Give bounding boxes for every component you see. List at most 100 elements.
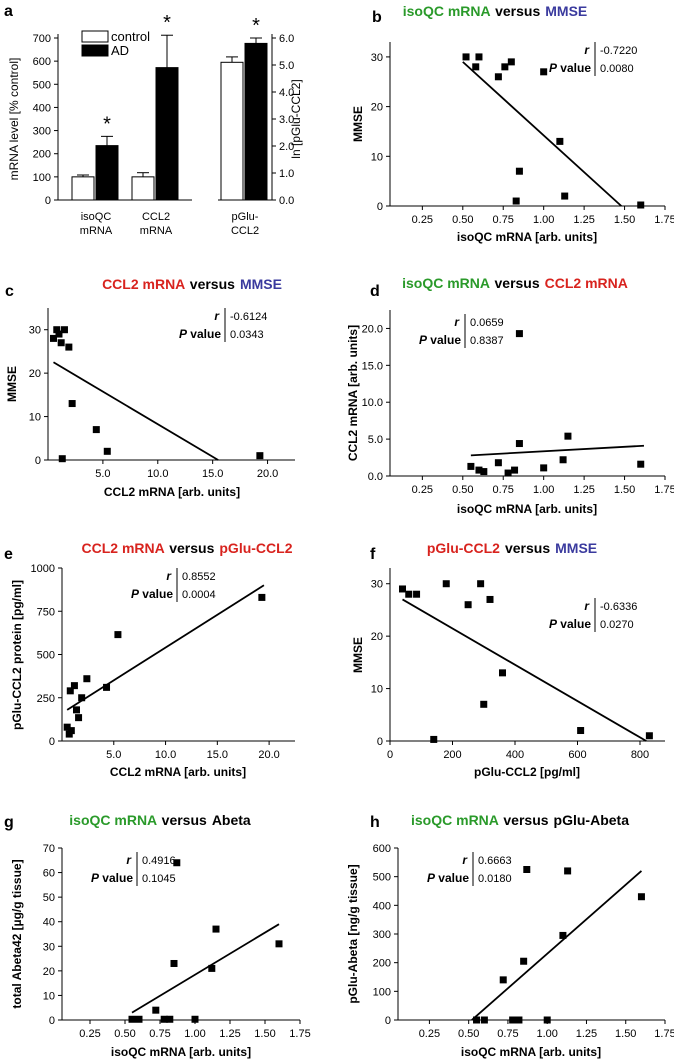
p-letter: P bbox=[179, 327, 188, 341]
b-data-point bbox=[637, 201, 645, 209]
title-part: isoQC mRNA bbox=[411, 812, 499, 828]
a-significance-star: * bbox=[252, 15, 260, 37]
e-xlabel: CCL2 mRNA [arb. units] bbox=[110, 765, 246, 779]
h-data-point bbox=[509, 1016, 517, 1024]
b-xtick-label: 0.50 bbox=[452, 214, 473, 226]
panel-f: f pGlu-CCL2 versus MMSE 0 10 20 30 0 200 400 600 800… bbox=[351, 540, 665, 779]
title-part: CCL2 mRNA bbox=[82, 540, 165, 556]
a-right-bar-control bbox=[220, 61, 244, 201]
d-xtick-label: 1.25 bbox=[573, 484, 594, 496]
a-left-ylabel: mRNA level [% control] bbox=[7, 58, 21, 181]
a-category-line: pGlu- bbox=[232, 211, 259, 223]
p-word: value bbox=[435, 871, 469, 885]
g-ytick-label: 40 bbox=[43, 917, 55, 929]
panel-h: h isoQC mRNA versus pGlu-Abeta 0 100 200 300 400… bbox=[346, 812, 674, 1059]
g-ytick-label: 50 bbox=[43, 892, 55, 904]
e-xtick-label: 15.0 bbox=[207, 749, 228, 761]
h-data-point bbox=[499, 976, 507, 984]
h-stats-p-label: P value bbox=[427, 871, 469, 885]
a-category-line: mRNA bbox=[140, 225, 173, 237]
b-data-point bbox=[462, 53, 470, 61]
a-significance-star: * bbox=[103, 113, 111, 135]
h-ytick-label: 600 bbox=[373, 843, 391, 855]
title-part: pGlu-Abeta bbox=[554, 812, 630, 828]
d-data-point bbox=[475, 466, 483, 474]
a-right-ytick-label: 3.0 bbox=[279, 114, 294, 126]
f-regression-line bbox=[402, 598, 647, 742]
e-data-point bbox=[66, 687, 74, 695]
f-xtick-label: 600 bbox=[568, 749, 586, 761]
f-data-point bbox=[430, 735, 438, 743]
e-stats-r-label: r bbox=[166, 569, 172, 583]
b-data-point bbox=[501, 63, 509, 71]
e-data-point bbox=[83, 675, 91, 683]
h-ytick-label: 500 bbox=[373, 872, 391, 884]
e-xtick-label: 10.0 bbox=[155, 749, 176, 761]
h-stats-r-value: 0.6663 bbox=[478, 855, 512, 867]
c-stats-r-value: -0.6124 bbox=[230, 311, 267, 323]
d-xlabel: isoQC mRNA [arb. units] bbox=[457, 502, 597, 516]
g-xtick-label: 1.75 bbox=[289, 1028, 310, 1040]
a-right-ytick-label: 4.0 bbox=[279, 87, 294, 99]
b-stats-p-value: 0.0080 bbox=[600, 63, 634, 75]
a-left-category-label: CCL2 mRNA bbox=[140, 211, 173, 237]
c-ytick-label: 30 bbox=[29, 325, 41, 337]
b-xtick-label: 1.50 bbox=[614, 214, 635, 226]
d-data-point bbox=[467, 462, 475, 470]
d-data-point bbox=[559, 456, 567, 464]
b-data-point bbox=[556, 137, 564, 145]
a-legend-label-control: control bbox=[111, 29, 150, 44]
panel-label-a: a bbox=[4, 3, 13, 20]
c-data-point bbox=[68, 400, 76, 408]
f-ylabel: MMSE bbox=[351, 637, 365, 673]
g-data-point bbox=[170, 959, 178, 967]
e-data-point bbox=[70, 682, 78, 690]
title-part: versus bbox=[495, 3, 540, 19]
h-xtick-label: 0.50 bbox=[458, 1028, 479, 1040]
e-data-point bbox=[75, 714, 83, 722]
b-ytick-label: 20 bbox=[371, 102, 383, 114]
a-left-ytick-label: 400 bbox=[33, 102, 51, 114]
g-data-point bbox=[135, 1015, 143, 1023]
f-data-point bbox=[499, 669, 506, 677]
panel-d-title: isoQC mRNA versus CCL2 mRNA bbox=[402, 275, 628, 291]
d-data-point bbox=[511, 466, 519, 474]
d-regression-line bbox=[470, 444, 645, 457]
f-xtick-label: 400 bbox=[506, 749, 524, 761]
b-xlabel: isoQC mRNA [arb. units] bbox=[457, 230, 597, 244]
g-data-point bbox=[166, 1015, 174, 1023]
f-data-point bbox=[645, 732, 653, 740]
b-data-point bbox=[472, 63, 480, 71]
b-ylabel: MMSE bbox=[351, 106, 365, 142]
d-xtick-label: 1.75 bbox=[654, 484, 674, 496]
h-ytick-label: 300 bbox=[373, 929, 391, 941]
f-ytick-label: 0 bbox=[377, 736, 383, 748]
c-stats-p-value: 0.0343 bbox=[230, 329, 264, 341]
c-stats-r-label: r bbox=[214, 309, 220, 323]
c-data-point bbox=[57, 339, 65, 347]
h-data-point bbox=[559, 931, 567, 939]
f-xlabel: pGlu-CCL2 [pg/ml] bbox=[474, 765, 580, 779]
title-part: isoQC mRNA bbox=[402, 275, 490, 291]
title-part: versus bbox=[190, 276, 235, 292]
e-stats-p-value: 0.0004 bbox=[182, 589, 216, 601]
p-word: value bbox=[557, 61, 591, 75]
d-data-point bbox=[515, 330, 523, 338]
b-xtick-label: 0.25 bbox=[412, 214, 433, 226]
b-stats-r-label: r bbox=[584, 43, 590, 57]
panel-h-title: isoQC mRNA versus pGlu-Abeta bbox=[411, 812, 629, 828]
h-stats-r-label: r bbox=[462, 853, 468, 867]
title-part: isoQC mRNA bbox=[69, 812, 157, 828]
a-right-ylabel: ln [pGlu-CCL2] bbox=[289, 79, 303, 158]
d-stats-p-value: 0.8387 bbox=[470, 335, 504, 347]
d-ylabel: CCL2 mRNA [arb. units] bbox=[346, 325, 360, 461]
f-data-point bbox=[486, 595, 494, 603]
p-word: value bbox=[139, 587, 173, 601]
c-data-point bbox=[60, 326, 68, 334]
d-ytick-label: 15.0 bbox=[362, 360, 383, 372]
g-stats-r-label: r bbox=[126, 853, 132, 867]
b-xtick-label: 1.00 bbox=[533, 214, 554, 226]
c-xtick-label: 5.0 bbox=[95, 468, 110, 480]
c-data-point bbox=[55, 330, 63, 338]
f-stats-r-value: -0.6336 bbox=[600, 601, 637, 613]
